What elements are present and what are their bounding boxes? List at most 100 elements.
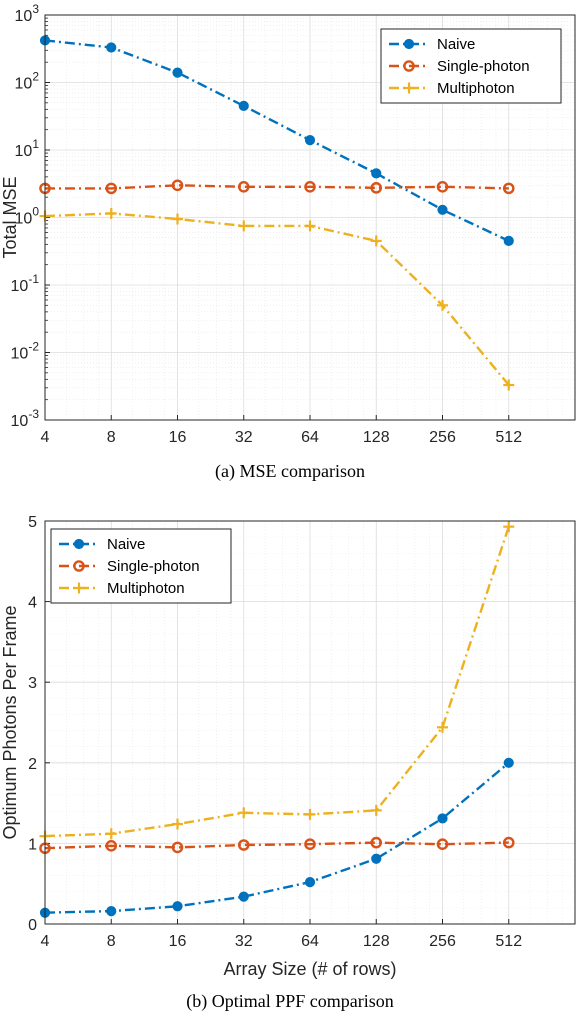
data-point-multiphoton <box>503 521 515 533</box>
y-tick-label: 0 <box>28 917 37 934</box>
legend-marker <box>73 582 85 594</box>
x-tick-label: 4 <box>41 933 50 950</box>
x-tick-label: 32 <box>235 933 253 950</box>
y-tick-label: 4 <box>28 595 37 612</box>
x-tick-label: 64 <box>301 429 319 446</box>
data-point-multiphoton <box>172 213 183 225</box>
data-point-naive <box>503 235 514 247</box>
x-tick-labels: 4 8 16 32 64 128 256 512 <box>41 933 523 950</box>
data-point-naive <box>371 168 382 179</box>
data-point-single-photon <box>436 838 449 851</box>
data-point-multiphoton <box>304 808 316 820</box>
data-point-single-photon <box>105 182 118 195</box>
series-layer <box>39 521 515 918</box>
data-point-multiphoton <box>370 235 382 247</box>
x-tick-labels: 4 8 16 32 64 128 256 512 <box>41 429 523 446</box>
caption-b: (b) Optimal PPF comparison <box>186 991 394 1012</box>
data-point-naive <box>106 906 117 917</box>
x-tick-label: 16 <box>169 933 187 950</box>
x-axis-label: Array Size (# of rows) <box>223 959 396 979</box>
y-tick-labels: 0 1 2 3 4 5 <box>28 514 37 934</box>
data-point-naive <box>503 757 514 768</box>
y-tick-label: 1 <box>28 836 37 853</box>
data-point-single-photon <box>370 182 383 194</box>
data-point-naive <box>304 135 316 146</box>
data-point-multiphoton <box>238 807 250 819</box>
data-point-multiphoton <box>437 299 448 311</box>
data-point-multiphoton <box>238 220 250 232</box>
y-tick-label: 102 <box>15 70 40 93</box>
legend-item-multiphoton: Multiphoton <box>389 80 515 97</box>
data-point-naive <box>238 891 249 902</box>
x-tick-label: 128 <box>363 933 390 950</box>
y-tick-label: 5 <box>28 514 37 531</box>
data-point-naive <box>172 67 183 78</box>
y-tick-label: 10-1 <box>11 272 40 295</box>
x-tick-label: 256 <box>429 429 456 446</box>
legend-marker <box>403 60 415 72</box>
legend-label: Naive <box>437 36 475 53</box>
data-point-single-photon <box>105 840 118 852</box>
data-point-naive <box>371 853 382 864</box>
legend-item-multiphoton: Multiphoton <box>59 580 185 597</box>
legend-marker <box>73 560 85 572</box>
data-point-naive <box>304 876 316 888</box>
data-point-single-photon <box>436 180 449 193</box>
y-tick-label: 101 <box>15 137 40 160</box>
x-tick-label: 128 <box>363 429 390 446</box>
caption-a: (a) MSE comparison <box>215 461 365 482</box>
x-tick-label: 16 <box>169 429 187 446</box>
legend-label: Multiphoton <box>437 80 515 97</box>
y-axis-label: Optimum Photons Per Frame <box>0 605 20 839</box>
y-tick-label: 10-3 <box>11 407 40 430</box>
data-point-single-photon <box>502 182 515 195</box>
legend: Naive Single-photon Multiphoton <box>50 528 232 604</box>
x-tick-label: 8 <box>107 429 116 446</box>
chart-mse: 4 8 16 32 64 128 256 512 10310210110010-110-210… <box>0 2 576 482</box>
series-line-naive <box>44 39 510 242</box>
legend-item-single-photon: Single-photon <box>389 58 530 75</box>
data-point-single-photon <box>171 179 184 192</box>
legend-item-naive: Naive <box>389 36 475 53</box>
legend-marker <box>403 38 415 50</box>
legend: Naive Single-photon Multiphoton <box>380 28 562 104</box>
chart-ppf: 4 8 16 32 64 128 256 512 0 1 2 3 4 5 Optimum Photons… <box>0 514 576 1012</box>
series-line-multiphoton <box>44 526 510 838</box>
legend-marker <box>403 82 415 94</box>
series-line-naive <box>44 761 510 914</box>
legend-marker <box>73 538 85 550</box>
data-point-single-photon <box>237 839 250 851</box>
x-tick-label: 32 <box>235 429 253 446</box>
y-tick-labels: 103 102 101 100 10-1 10-2 10-3 <box>11 2 40 430</box>
data-point-multiphoton <box>370 804 382 816</box>
data-point-naive <box>106 42 117 53</box>
y-axis-label: Total MSE <box>0 176 20 258</box>
data-point-naive <box>437 204 448 215</box>
y-tick-label: 10-2 <box>11 340 40 363</box>
data-point-single-photon <box>304 180 316 193</box>
data-point-multiphoton <box>105 828 117 840</box>
data-point-single-photon <box>370 836 383 849</box>
legend-label: Naive <box>107 536 145 553</box>
data-point-single-photon <box>237 180 250 193</box>
data-point-naive <box>172 901 183 912</box>
data-point-naive <box>238 100 249 112</box>
x-tick-label: 4 <box>41 429 50 446</box>
x-tick-label: 256 <box>429 933 456 950</box>
plot-frame <box>44 520 576 925</box>
data-point-multiphoton <box>172 818 183 830</box>
y-tick-label: 100 <box>15 205 40 228</box>
y-tick-label: 103 <box>15 2 40 25</box>
y-tick-label: 2 <box>28 756 37 773</box>
data-point-naive <box>437 813 448 824</box>
x-tick-label: 8 <box>107 933 116 950</box>
x-tick-label: 64 <box>301 933 319 950</box>
data-point-multiphoton <box>437 721 448 733</box>
legend-label: Single-photon <box>437 58 530 75</box>
plot-frame <box>44 14 576 421</box>
y-tick-label: 3 <box>28 675 37 692</box>
legend-label: Single-photon <box>107 558 200 575</box>
legend-item-naive: Naive <box>59 536 145 553</box>
x-tick-label: 512 <box>495 933 522 950</box>
